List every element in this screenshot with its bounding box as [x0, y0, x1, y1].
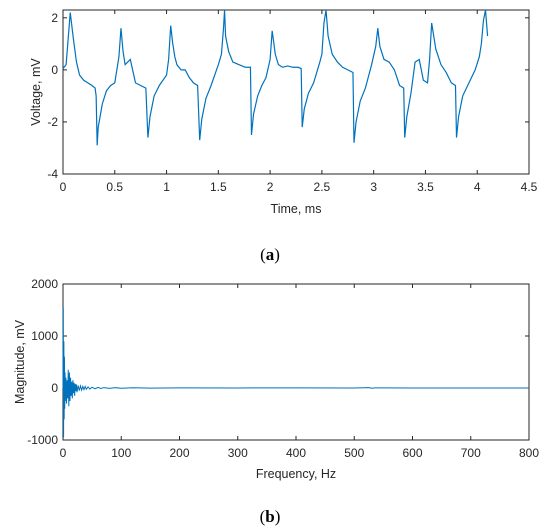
chart-a-y-axis-label: Voltage, mV: [29, 58, 43, 126]
chart-b-x-tick-label: 200: [169, 446, 189, 460]
chart-b: 0 100 200 300 400 500 600 700 800 -1000010002000…: [13, 277, 539, 526]
chart-b-x-axis-label: Frequency, Hz: [256, 467, 336, 481]
chart-a-y-tick-label: -4: [47, 167, 58, 181]
chart-b-x-tick-label: 600: [402, 446, 422, 460]
chart-a: 0 0.5 1 1.5 2 2.5 3 3.5 4 4.5 -4 -2 0 2 Time, ms Vol…: [29, 9, 538, 264]
chart-a-x-tick-label: 0: [60, 180, 67, 194]
chart-b-x-tick-label: 300: [228, 446, 248, 460]
chart-a-x-tick-label: 3.5: [417, 180, 434, 194]
chart-a-x-tick-label: 1: [163, 180, 170, 194]
chart-a-x-tick-label: 2.5: [314, 180, 331, 194]
chart-b-y-ticks: -1000 0 1000 2000: [27, 277, 529, 447]
chart-b-x-tick-label: 0: [60, 446, 67, 460]
chart-a-x-tick-label: 4: [474, 180, 481, 194]
chart-a-x-tick-label: 3: [370, 180, 377, 194]
chart-b-y-tick-label: 0: [51, 381, 58, 395]
chart-a-x-ticks: 0 0.5 1 1.5 2 2.5 3 3.5 4 4.5: [60, 10, 538, 194]
chart-a-x-axis-label: Time, ms: [271, 202, 322, 216]
chart-b-y-tick-label: -1000: [27, 433, 58, 447]
chart-b-series-line: [62, 307, 530, 438]
chart-b-y-tick-label: 2000: [31, 277, 58, 291]
chart-b-y-tick-label: 1000: [31, 329, 58, 343]
chart-b-y-axis-label: Magnitude, mV: [13, 319, 27, 404]
chart-b-x-tick-label: 800: [519, 446, 539, 460]
chart-b-x-tick-label: 700: [461, 446, 481, 460]
chart-a-x-tick-label: 1.5: [210, 180, 227, 194]
chart-b-caption: (b): [260, 507, 281, 526]
chart-b-x-ticks: 0 100 200 300 400 500 600 700 800: [60, 284, 539, 460]
chart-a-x-tick-label: 2: [267, 180, 274, 194]
chart-b-x-tick-label: 500: [344, 446, 364, 460]
chart-b-plot-area: [62, 283, 530, 441]
chart-b-x-tick-label: 100: [111, 446, 131, 460]
chart-a-y-tick-label: 2: [51, 11, 58, 25]
chart-a-series-line: [62, 9, 489, 146]
chart-a-y-tick-label: 0: [51, 63, 58, 77]
chart-a-y-tick-label: -2: [47, 115, 58, 129]
chart-a-y-ticks: -4 -2 0 2: [47, 11, 529, 181]
chart-a-plot-area: [62, 9, 530, 175]
chart-a-x-tick-label: 4.5: [521, 180, 538, 194]
chart-a-caption: (a): [260, 245, 280, 264]
chart-a-x-tick-label: 0.5: [106, 180, 123, 194]
chart-b-x-tick-label: 400: [286, 446, 306, 460]
